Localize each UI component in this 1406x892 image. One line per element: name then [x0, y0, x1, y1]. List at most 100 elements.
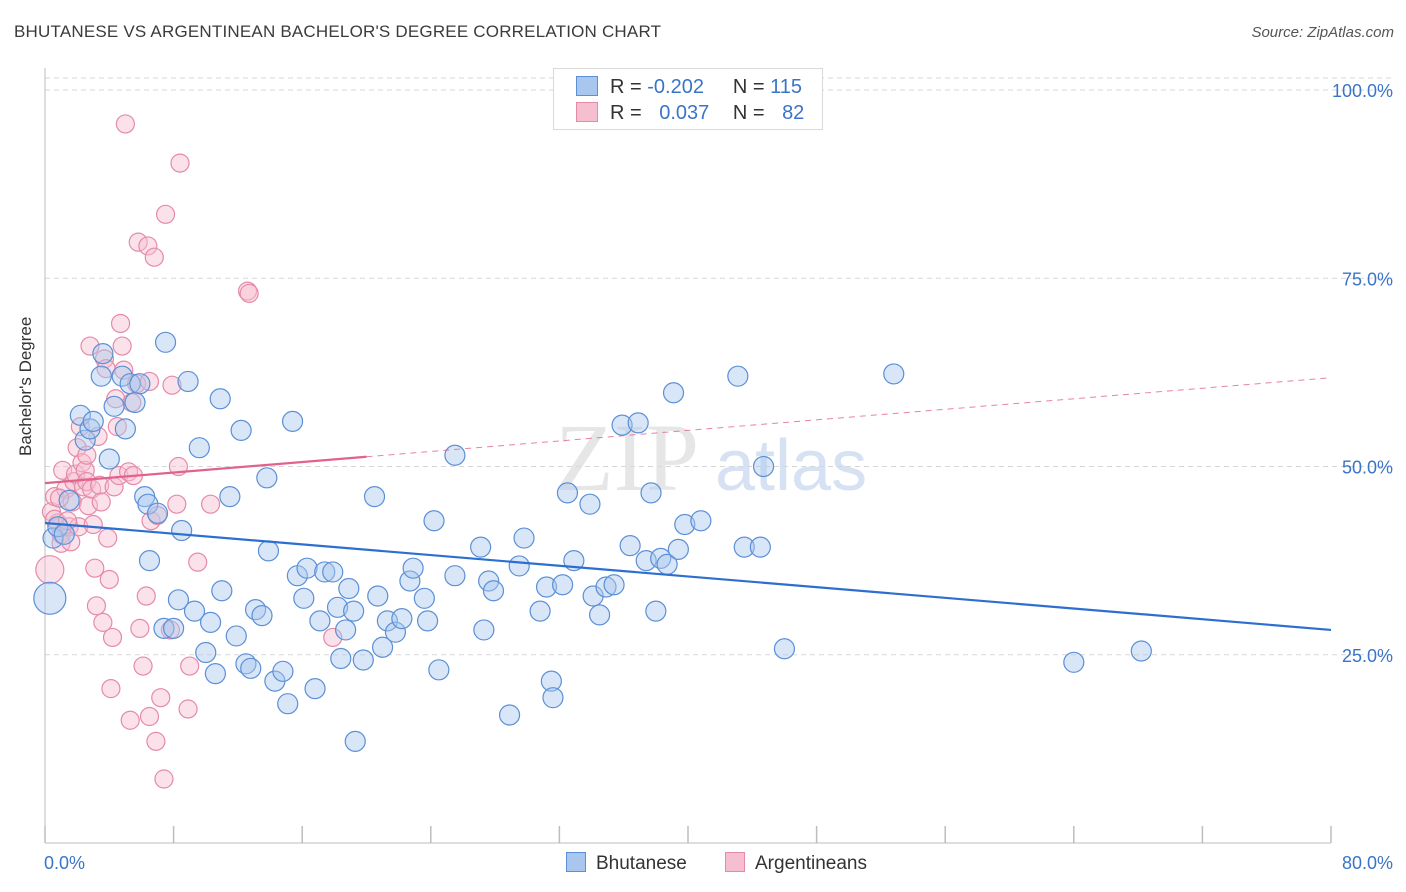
source-label: Source: ZipAtlas.com [1251, 24, 1394, 41]
bhutanese-point [413, 587, 435, 609]
bhutanese-point [272, 660, 294, 682]
bhutanese-point [204, 662, 226, 685]
argentineans-point [188, 552, 208, 572]
bhutanese-point [1130, 640, 1152, 662]
axes [44, 68, 1332, 844]
legend-row-argentineans: R = 0.037 N = 82 [576, 102, 804, 125]
bhutanese-point [74, 429, 96, 451]
argentineans-point [170, 153, 190, 173]
argentineans-point [136, 586, 156, 606]
bhutanese-point [322, 561, 344, 583]
bhutanese-point [552, 574, 574, 596]
bhutanese-point [371, 636, 394, 658]
bhutanese-point [53, 523, 75, 545]
n-label: N = [732, 102, 765, 124]
bhutanese-point [444, 565, 466, 587]
bhutanese-point [335, 619, 357, 641]
bhutanese-point [330, 647, 352, 670]
bhutanese-point [344, 730, 366, 752]
bhutanese-point [256, 467, 278, 489]
r-label: R = [610, 102, 642, 124]
bhutanese-point [98, 448, 120, 470]
bhutanese-point [199, 611, 222, 633]
argentineans-points [35, 114, 343, 789]
argentineans-trend-line-dashed [366, 377, 1332, 458]
bhutanese-point [225, 625, 247, 647]
bhutanese-point [111, 365, 133, 387]
bhutanese-point [304, 678, 326, 700]
argentineans-point [180, 656, 200, 676]
r-value-argentineans: 0.037 [659, 102, 710, 124]
bhutanese-point [727, 365, 749, 387]
y-tick-label: 100.0% [1332, 81, 1393, 101]
bhutanese-point [363, 486, 386, 508]
bhutanese-point [352, 649, 374, 671]
argentineans-point [86, 596, 107, 616]
y-tick-label: 50.0% [1342, 458, 1393, 478]
bhutanese-point [177, 370, 199, 393]
bhutanese-point [33, 581, 67, 615]
bhutanese-point [513, 527, 535, 549]
bhutanese-point [146, 502, 169, 524]
bhutanese-point [478, 570, 500, 592]
bhutanese-point [674, 513, 696, 536]
bhutanese-point [42, 527, 64, 549]
argentineans-point [178, 699, 198, 719]
argentineans-point [146, 731, 166, 751]
bhutanese-point [645, 600, 667, 622]
bhutanese-point [619, 534, 641, 557]
argentineans-point [99, 569, 119, 590]
y-tick-label: 75.0% [1342, 269, 1393, 289]
bhutanese-point [662, 382, 685, 404]
bhutanese-point [690, 510, 712, 532]
bhutanese-point [129, 373, 151, 395]
bhutanese-point [402, 557, 424, 579]
bhutanese-point [470, 536, 492, 558]
argentineans-point [67, 438, 87, 458]
bhutanese-point [883, 363, 905, 385]
bhutanese-point [508, 555, 530, 577]
argentineans-point [155, 204, 176, 224]
bhutanese-point [240, 657, 262, 679]
bhutanese-point [183, 600, 206, 622]
argentineans-point [73, 477, 94, 497]
argentineans-point [167, 494, 187, 514]
bhutanese-point [114, 418, 136, 440]
bhutanese-point [296, 557, 318, 579]
legend-label-argentineans: Argentineans [755, 853, 867, 874]
bhutanese-point [588, 604, 611, 626]
bhutanese-point [167, 589, 190, 611]
bhutanese-point [733, 536, 755, 558]
bhutanese-point [309, 610, 331, 632]
gridlines [45, 77, 1392, 656]
bhutanese-point [154, 331, 177, 353]
bhutanese-points [33, 331, 1152, 752]
bhutanese-point [482, 580, 505, 602]
trend-lines [44, 377, 1332, 632]
bhutanese-point [251, 605, 273, 627]
chart-title: BHUTANESE VS ARGENTINEAN BACHELOR'S DEGR… [14, 22, 662, 41]
argentineans-point [78, 496, 99, 516]
bhutanese-point [195, 641, 217, 664]
bhutanese-point [219, 486, 241, 508]
argentineans-point [154, 769, 174, 789]
bhutanese-point [209, 388, 231, 410]
bhutanese-point [529, 600, 551, 622]
bhutanese-point [211, 580, 233, 602]
bhutanese-point [92, 342, 114, 365]
bhutanese-point [343, 600, 365, 622]
bhutanese-point [416, 610, 439, 632]
x-tick-label-min: 0.0% [44, 853, 85, 873]
bhutanese-point [293, 587, 315, 609]
watermark-atlas: atlas [715, 426, 867, 506]
bhutanese-point [473, 619, 495, 641]
x-tick-label-max: 80.0% [1342, 853, 1393, 873]
bhutanese-point [603, 574, 625, 596]
bhutanese-point [542, 687, 564, 709]
r-label: R = [610, 76, 642, 98]
bhutanese-point [367, 585, 389, 607]
bhutanese-point [82, 410, 104, 432]
argentineans-point [239, 283, 259, 303]
argentineans-point [120, 710, 140, 730]
